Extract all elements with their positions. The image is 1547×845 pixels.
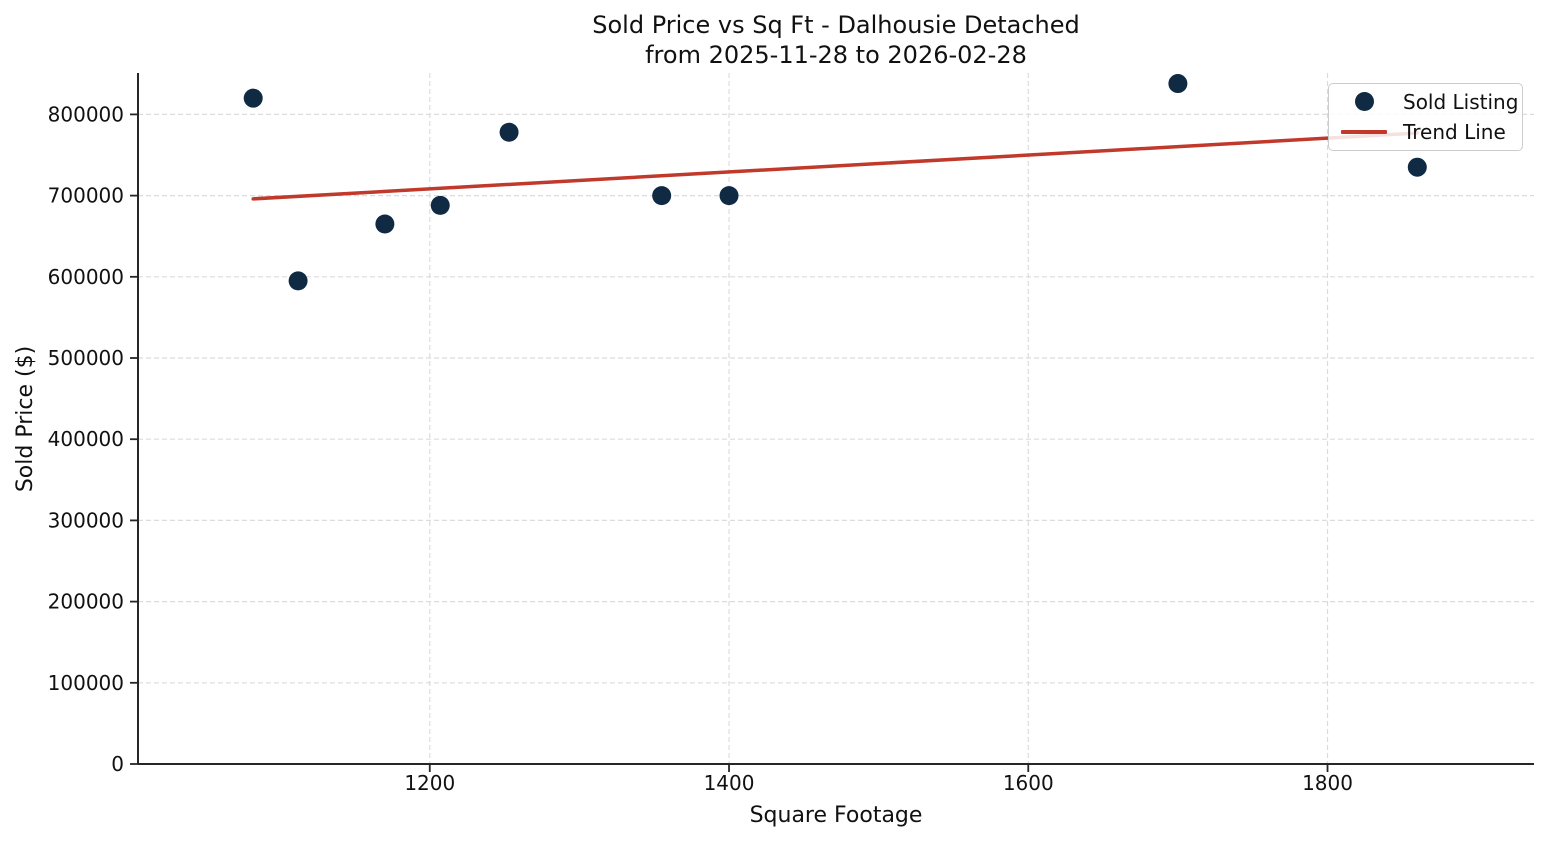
x-tick-label: 1200 (404, 771, 455, 795)
scatter-point (288, 271, 308, 291)
scatter-point (430, 195, 450, 215)
y-tick-label: 300000 (48, 508, 124, 532)
chart-subtitle: from 2025-11-28 to 2026-02-28 (645, 41, 1027, 69)
y-tick-label: 500000 (48, 346, 124, 370)
legend-handle (1337, 92, 1391, 112)
scatter-point (652, 186, 672, 206)
legend: Sold Listing Trend Line (1328, 83, 1523, 151)
chart-title-block: Sold Price vs Sq Ft - Dalhousie Detached… (138, 10, 1534, 70)
y-tick-label: 700000 (48, 184, 124, 208)
scatter-point (719, 186, 739, 206)
x-tick-label: 1600 (1003, 771, 1054, 795)
legend-label: Sold Listing (1403, 89, 1519, 114)
legend-item-sold-listing: Sold Listing (1329, 88, 1522, 116)
chart-title: Sold Price vs Sq Ft - Dalhousie Detached (592, 11, 1080, 39)
trend-line-marker-icon (1341, 130, 1387, 135)
scatter-point (243, 88, 263, 108)
y-tick-label: 100000 (48, 671, 124, 695)
y-tick-label: 0 (111, 752, 124, 776)
y-axis-label: Sold Price ($) (13, 345, 38, 493)
legend-item-trend-line: Trend Line (1329, 119, 1522, 147)
scatter-point (1168, 74, 1188, 94)
trend-line (251, 131, 1420, 201)
scatter-point (499, 122, 519, 142)
scatter-point (375, 214, 395, 234)
y-tick-label: 200000 (48, 590, 124, 614)
y-tick-label: 800000 (48, 102, 124, 126)
legend-handle (1337, 130, 1391, 135)
x-axis-label: Square Footage (749, 803, 923, 828)
x-tick-label: 1400 (704, 771, 755, 795)
sold-listing-marker-icon (1354, 92, 1374, 112)
x-tick-label: 1800 (1302, 771, 1353, 795)
y-tick-label: 400000 (48, 427, 124, 451)
y-tick-label: 600000 (48, 265, 124, 289)
legend-label: Trend Line (1403, 120, 1506, 145)
scatter-point (1407, 157, 1427, 177)
